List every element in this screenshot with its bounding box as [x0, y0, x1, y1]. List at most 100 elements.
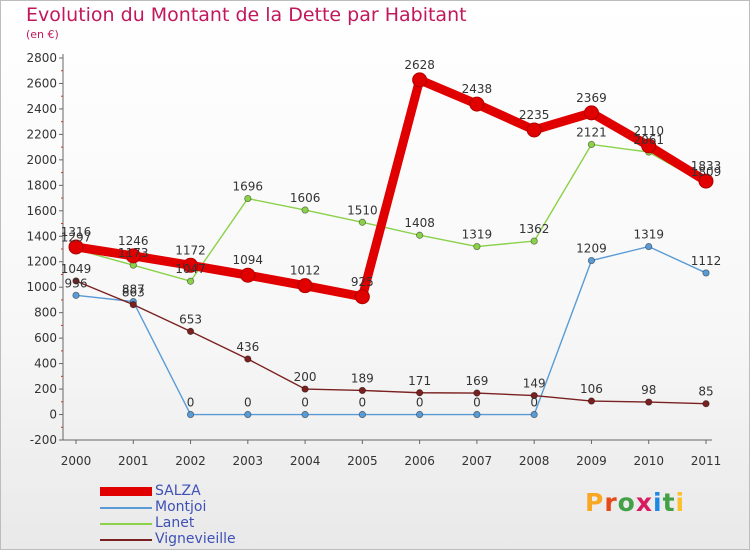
data-point-lanet: [416, 231, 424, 239]
data-label-lanet: 1696: [233, 180, 264, 194]
data-point-vignevieille: [645, 398, 653, 406]
data-point-salza: [641, 138, 657, 154]
data-label-montjoi: 0: [244, 396, 252, 410]
chart-subtitle: (en €): [26, 28, 59, 41]
data-label-lanet: 1809: [691, 165, 722, 179]
x-tick-label: 2004: [290, 454, 321, 468]
data-label-salza: 1094: [233, 253, 264, 267]
data-label-vignevieille: 653: [179, 312, 202, 326]
data-label-salza: 2110: [633, 124, 664, 138]
x-tick-label: 2009: [576, 454, 607, 468]
data-label-salza: 1012: [290, 264, 321, 278]
logo-letter: x: [635, 488, 653, 517]
data-point-salza: [526, 122, 542, 138]
x-tick-label: 2006: [404, 454, 435, 468]
logo-letter: i: [675, 488, 686, 517]
data-label-salza: 2628: [404, 58, 435, 72]
y-tick-label: 2800: [26, 51, 57, 65]
data-point-lanet: [186, 277, 195, 285]
data-label-vignevieille: 189: [351, 371, 374, 385]
data-point-salza: [469, 96, 485, 112]
y-tick-label: 200: [34, 382, 57, 396]
y-tick-label: 0: [49, 408, 57, 422]
data-label-salza: 1833: [691, 159, 722, 173]
x-tick-label: 2010: [633, 454, 664, 468]
data-point-montjoi: [186, 410, 195, 419]
y-tick-label: -200: [30, 433, 57, 447]
data-point-vignevieille: [473, 389, 481, 397]
legend-item-lanet: Lanet: [100, 515, 320, 532]
data-point-montjoi: [244, 410, 252, 419]
data-point-vignevieille: [244, 355, 252, 363]
x-tick-label: 2001: [118, 454, 149, 468]
data-label-montjoi: 0: [530, 396, 538, 410]
x-tick-label: 2000: [61, 454, 92, 468]
data-point-lanet: [358, 218, 366, 226]
data-point-montjoi: [530, 410, 538, 419]
y-tick-label: 400: [34, 357, 57, 371]
y-tick-label: 600: [34, 331, 57, 345]
data-label-lanet: 1510: [347, 203, 378, 217]
data-point-vignevieille: [358, 386, 366, 395]
data-point-montjoi: [358, 410, 366, 419]
data-label-montjoi: 1319: [633, 228, 664, 242]
logo-letter: t: [662, 488, 676, 517]
data-label-lanet: 1408: [404, 216, 435, 230]
logo-letter: r: [604, 488, 618, 517]
series-line-montjoi: [75, 245, 707, 416]
data-label-vignevieille: 98: [641, 383, 656, 397]
data-label-lanet: 1297: [61, 230, 92, 244]
data-label-vignevieille: 1049: [61, 262, 92, 276]
x-tick-label: 2005: [347, 454, 378, 468]
legend-swatch-salza: [100, 487, 152, 496]
x-tick-label: 2007: [462, 454, 493, 468]
data-point-salza: [240, 267, 256, 283]
data-point-vignevieille: [186, 327, 195, 335]
data-point-vignevieille: [530, 391, 538, 400]
x-tick-label: 2003: [233, 454, 264, 468]
data-label-montjoi: 0: [473, 396, 481, 410]
data-label-vignevieille: 85: [698, 385, 713, 399]
legend-swatch-montjoi: [100, 507, 152, 509]
data-label-vignevieille: 106: [580, 382, 603, 396]
data-point-vignevieille: [416, 389, 424, 397]
data-point-montjoi: [645, 242, 653, 251]
data-point-salza: [297, 278, 313, 294]
x-tick-label: 2008: [519, 454, 550, 468]
data-label-montjoi: 0: [301, 396, 309, 410]
legend-label-montjoi: Montjoi: [155, 499, 207, 515]
x-tick-label: 2011: [691, 454, 722, 468]
data-point-montjoi: [473, 410, 481, 419]
data-label-salza: 1246: [118, 234, 149, 248]
data-label-salza: 2438: [462, 82, 493, 96]
chart-legend: SALZA Montjoi Lanet Vignevieille: [100, 483, 320, 548]
data-label-salza: 1172: [175, 243, 206, 257]
y-tick-label: 1800: [26, 178, 57, 192]
legend-label-vignevieille: Vignevieille: [155, 531, 236, 547]
series-line-salza: [71, 75, 711, 302]
series-line-lanet: [75, 143, 707, 282]
data-label-lanet: 1047: [175, 262, 206, 276]
y-tick-label: 2600: [26, 76, 57, 90]
proxiti-logo: Proxiti: [585, 488, 685, 517]
data-label-montjoi: 1209: [576, 242, 607, 256]
data-label-vignevieille: 169: [465, 374, 488, 388]
data-point-vignevieille: [129, 301, 137, 309]
data-label-lanet: 2121: [576, 125, 607, 139]
data-point-lanet: [587, 140, 596, 149]
data-label-montjoi: 0: [359, 396, 367, 410]
data-point-salza: [125, 248, 141, 264]
y-tick-label: 2200: [26, 127, 57, 141]
chart-title: Evolution du Montant de la Dette par Hab…: [26, 4, 467, 26]
data-point-salza: [68, 239, 84, 255]
y-tick-label: 1000: [26, 280, 57, 294]
data-label-vignevieille: 863: [122, 286, 145, 300]
data-label-montjoi: 936: [65, 276, 88, 290]
y-tick-label: 1600: [26, 204, 57, 218]
data-label-lanet: 1319: [462, 228, 493, 242]
data-point-montjoi: [587, 256, 596, 265]
y-tick-label: 2400: [26, 102, 57, 116]
y-tick-label: 800: [34, 306, 57, 320]
